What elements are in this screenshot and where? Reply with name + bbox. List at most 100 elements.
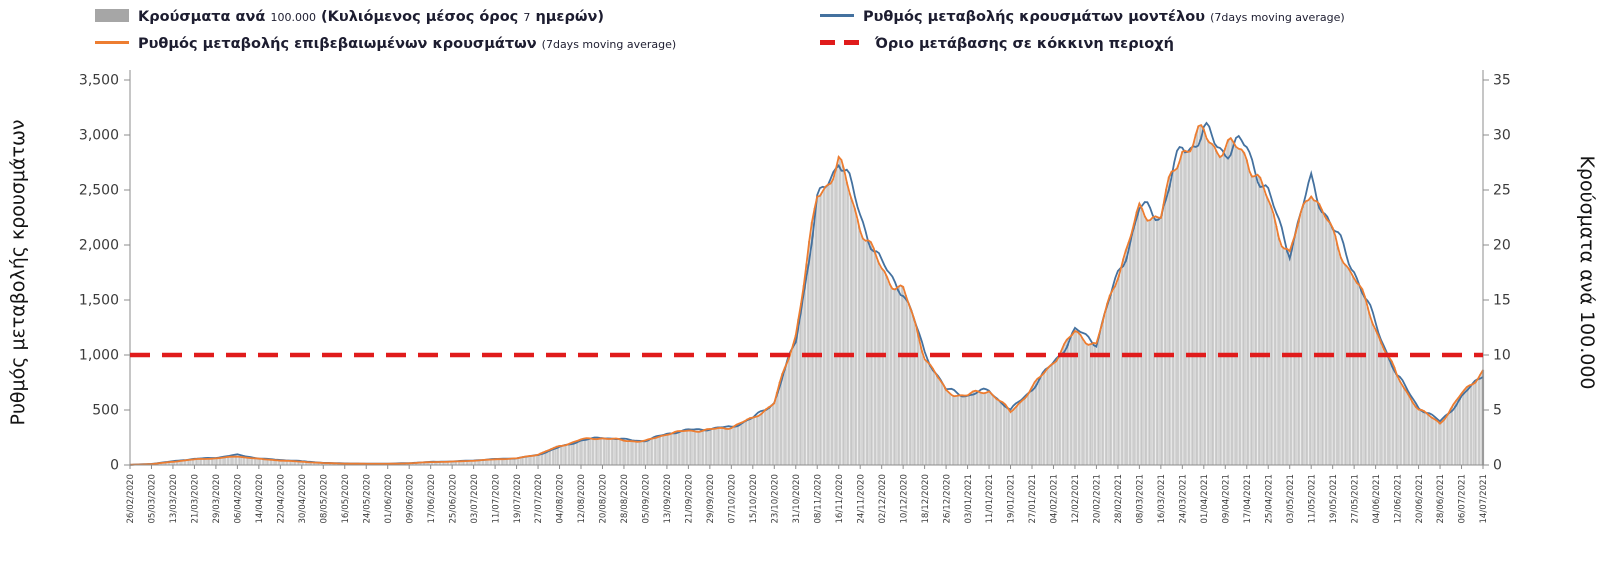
x-axis-label: 11/07/2020 bbox=[491, 474, 501, 524]
x-axis-label: 29/09/2020 bbox=[706, 474, 716, 524]
x-axis-label: 06/07/2021 bbox=[1458, 474, 1468, 524]
x-axis-label: 27/07/2020 bbox=[534, 474, 544, 524]
x-axis-label: 04/08/2020 bbox=[556, 474, 566, 524]
left-axis-tick-label: 3,000 bbox=[79, 128, 119, 144]
right-axis-tick-label: 10 bbox=[1493, 348, 1511, 364]
x-axis-label: 22/04/2020 bbox=[277, 474, 287, 524]
x-axis-label: 29/03/2020 bbox=[212, 474, 222, 524]
x-axis-label: 08/05/2020 bbox=[319, 474, 329, 524]
x-axis-label: 16/11/2020 bbox=[835, 474, 845, 524]
legend-item-model-line: Ρυθμός μεταβολής κρουσμάτων μοντέλου (7d… bbox=[820, 6, 1345, 25]
x-axis-label: 28/08/2020 bbox=[620, 474, 630, 524]
legend-text-small: 7 bbox=[523, 11, 531, 24]
x-axis-label: 08/11/2020 bbox=[813, 474, 823, 524]
x-axis-label: 25/06/2020 bbox=[448, 474, 458, 524]
x-axis-label: 15/10/2020 bbox=[749, 474, 759, 524]
x-axis-label: 24/11/2020 bbox=[856, 474, 866, 524]
x-axis-label: 26/12/2020 bbox=[942, 474, 952, 524]
legend-text: Κρούσματα ανά bbox=[138, 9, 266, 25]
x-axis-label: 03/05/2021 bbox=[1286, 474, 1296, 524]
x-axis-label: 05/09/2020 bbox=[642, 474, 652, 524]
x-axis-label: 17/06/2020 bbox=[427, 474, 437, 524]
x-axis-label: 26/02/2020 bbox=[126, 474, 136, 524]
x-axis-label: 01/06/2020 bbox=[384, 474, 394, 524]
x-axis-label: 19/07/2020 bbox=[513, 474, 523, 524]
x-axis-label: 20/02/2021 bbox=[1093, 474, 1103, 524]
right-axis-tick-label: 0 bbox=[1493, 458, 1502, 474]
right-axis-tick-label: 20 bbox=[1493, 238, 1511, 254]
x-axis-label: 28/02/2021 bbox=[1114, 474, 1124, 524]
x-axis-label: 11/05/2021 bbox=[1307, 474, 1317, 524]
x-axis-label: 31/10/2020 bbox=[792, 474, 802, 524]
x-axis-label: 27/01/2021 bbox=[1028, 474, 1038, 524]
right-axis-tick-label: 5 bbox=[1493, 403, 1502, 419]
x-axis-label: 18/12/2020 bbox=[921, 474, 931, 524]
legend-item-confirmed-line: Ρυθμός μεταβολής επιβεβαιωμένων κρουσμάτ… bbox=[95, 33, 820, 52]
legend-label-threshold: Όριο μετάβασης σε κόκκινη περιοχή bbox=[875, 33, 1174, 52]
x-axis-label: 30/04/2020 bbox=[298, 474, 308, 524]
left-axis-tick-label: 2,000 bbox=[79, 238, 119, 254]
legend-text: Όριο μετάβασης σε κόκκινη περιοχή bbox=[875, 36, 1174, 52]
x-axis-label: 04/06/2021 bbox=[1372, 474, 1382, 524]
x-axis-label: 19/05/2021 bbox=[1329, 474, 1339, 524]
axis-tick-labels: 0 500 1,000 1,500 2,000 2,500 3,000 3,500 0 5 10 15… bbox=[79, 73, 1511, 524]
x-axis-label: 24/05/2020 bbox=[362, 474, 372, 524]
legend-label-confirmed-line: Ρυθμός μεταβολής επιβεβαιωμένων κρουσμάτ… bbox=[138, 33, 676, 52]
left-axis-tick-label: 1,500 bbox=[79, 293, 119, 309]
bars-cases-per-100k bbox=[137, 124, 1485, 466]
x-axis-label: 13/09/2020 bbox=[663, 474, 673, 524]
x-axis-label: 09/06/2020 bbox=[405, 474, 415, 524]
x-axis-label: 21/03/2020 bbox=[191, 474, 201, 524]
legend-text: Ρυθμός μεταβολής επιβεβαιωμένων κρουσμάτ… bbox=[138, 36, 537, 52]
legend-text-small: 100.000 bbox=[270, 11, 316, 24]
x-axis-label: 11/01/2021 bbox=[985, 474, 995, 524]
right-axis-tick-label: 30 bbox=[1493, 128, 1511, 144]
x-axis-label: 05/03/2020 bbox=[148, 474, 158, 524]
x-axis-label: 19/01/2021 bbox=[1007, 474, 1017, 524]
legend-label-model-line: Ρυθμός μεταβολής κρουσμάτων μοντέλου (7d… bbox=[863, 6, 1345, 25]
x-axis-label: 09/04/2021 bbox=[1221, 474, 1231, 524]
x-axis-label: 07/10/2020 bbox=[728, 474, 738, 524]
legend-item-threshold: Όριο μετάβασης σε κόκκινη περιοχή bbox=[820, 33, 1345, 52]
right-axis-title: Κρούσματα ανά 100.000 bbox=[1576, 155, 1598, 389]
legend-item-cases-bars: Κρούσματα ανά 100.000 (Κυλιόμενος μέσος … bbox=[95, 6, 820, 25]
confirmed-rate-line bbox=[129, 123, 1484, 466]
x-axis-label: 03/01/2021 bbox=[964, 474, 974, 524]
x-axis-label: 23/10/2020 bbox=[770, 474, 780, 524]
x-axis-label: 17/04/2021 bbox=[1243, 474, 1253, 524]
legend-text: Ρυθμός μεταβολής κρουσμάτων μοντέλου bbox=[863, 9, 1205, 25]
right-axis-tick-label: 25 bbox=[1493, 183, 1511, 199]
legend-label-cases-bars: Κρούσματα ανά 100.000 (Κυλιόμενος μέσος … bbox=[138, 6, 604, 25]
bar-series-swatch bbox=[95, 9, 129, 22]
model-line-swatch bbox=[820, 14, 854, 17]
x-axis-label: 10/12/2020 bbox=[899, 474, 909, 524]
x-axis-label: 03/07/2020 bbox=[470, 474, 480, 524]
left-axis-title: Ρυθμός μεταβολής κρουσμάτων bbox=[7, 119, 29, 425]
right-axis-tick-label: 15 bbox=[1493, 293, 1511, 309]
x-axis-label: 12/08/2020 bbox=[577, 474, 587, 524]
legend-text: ημερών) bbox=[535, 9, 604, 25]
chart-plot: 0 500 1,000 1,500 2,000 2,500 3,000 3,500 0 5 10 15… bbox=[7, 70, 1598, 524]
x-axis-label: 27/05/2021 bbox=[1350, 474, 1360, 524]
x-axis-label: 16/03/2021 bbox=[1157, 474, 1167, 524]
x-axis-label: 04/02/2021 bbox=[1050, 474, 1060, 524]
left-axis-tick-label: 0 bbox=[110, 458, 119, 474]
threshold-line-swatch bbox=[820, 40, 866, 45]
left-axis-tick-label: 3,500 bbox=[79, 73, 119, 89]
chart-legend: Κρούσματα ανά 100.000 (Κυλιόμενος μέσος … bbox=[95, 6, 1345, 52]
x-axis-label: 21/09/2020 bbox=[685, 474, 695, 524]
x-axis-label: 25/04/2021 bbox=[1264, 474, 1274, 524]
x-axis-label: 12/06/2021 bbox=[1393, 474, 1403, 524]
x-axis-label: 14/07/2021 bbox=[1479, 474, 1489, 524]
x-axis-label: 28/06/2021 bbox=[1436, 474, 1446, 524]
x-axis-label: 20/08/2020 bbox=[599, 474, 609, 524]
x-axis-label: 24/03/2021 bbox=[1179, 474, 1189, 524]
left-axis-tick-label: 2,500 bbox=[79, 183, 119, 199]
x-axis-label: 12/02/2021 bbox=[1071, 474, 1081, 524]
x-axis-label: 02/12/2020 bbox=[878, 474, 888, 524]
confirmed-line-swatch bbox=[95, 41, 129, 44]
x-axis-label: 08/03/2021 bbox=[1136, 474, 1146, 524]
x-axis-label: 01/04/2021 bbox=[1200, 474, 1210, 524]
legend-text-small: (7days moving average) bbox=[541, 38, 677, 51]
